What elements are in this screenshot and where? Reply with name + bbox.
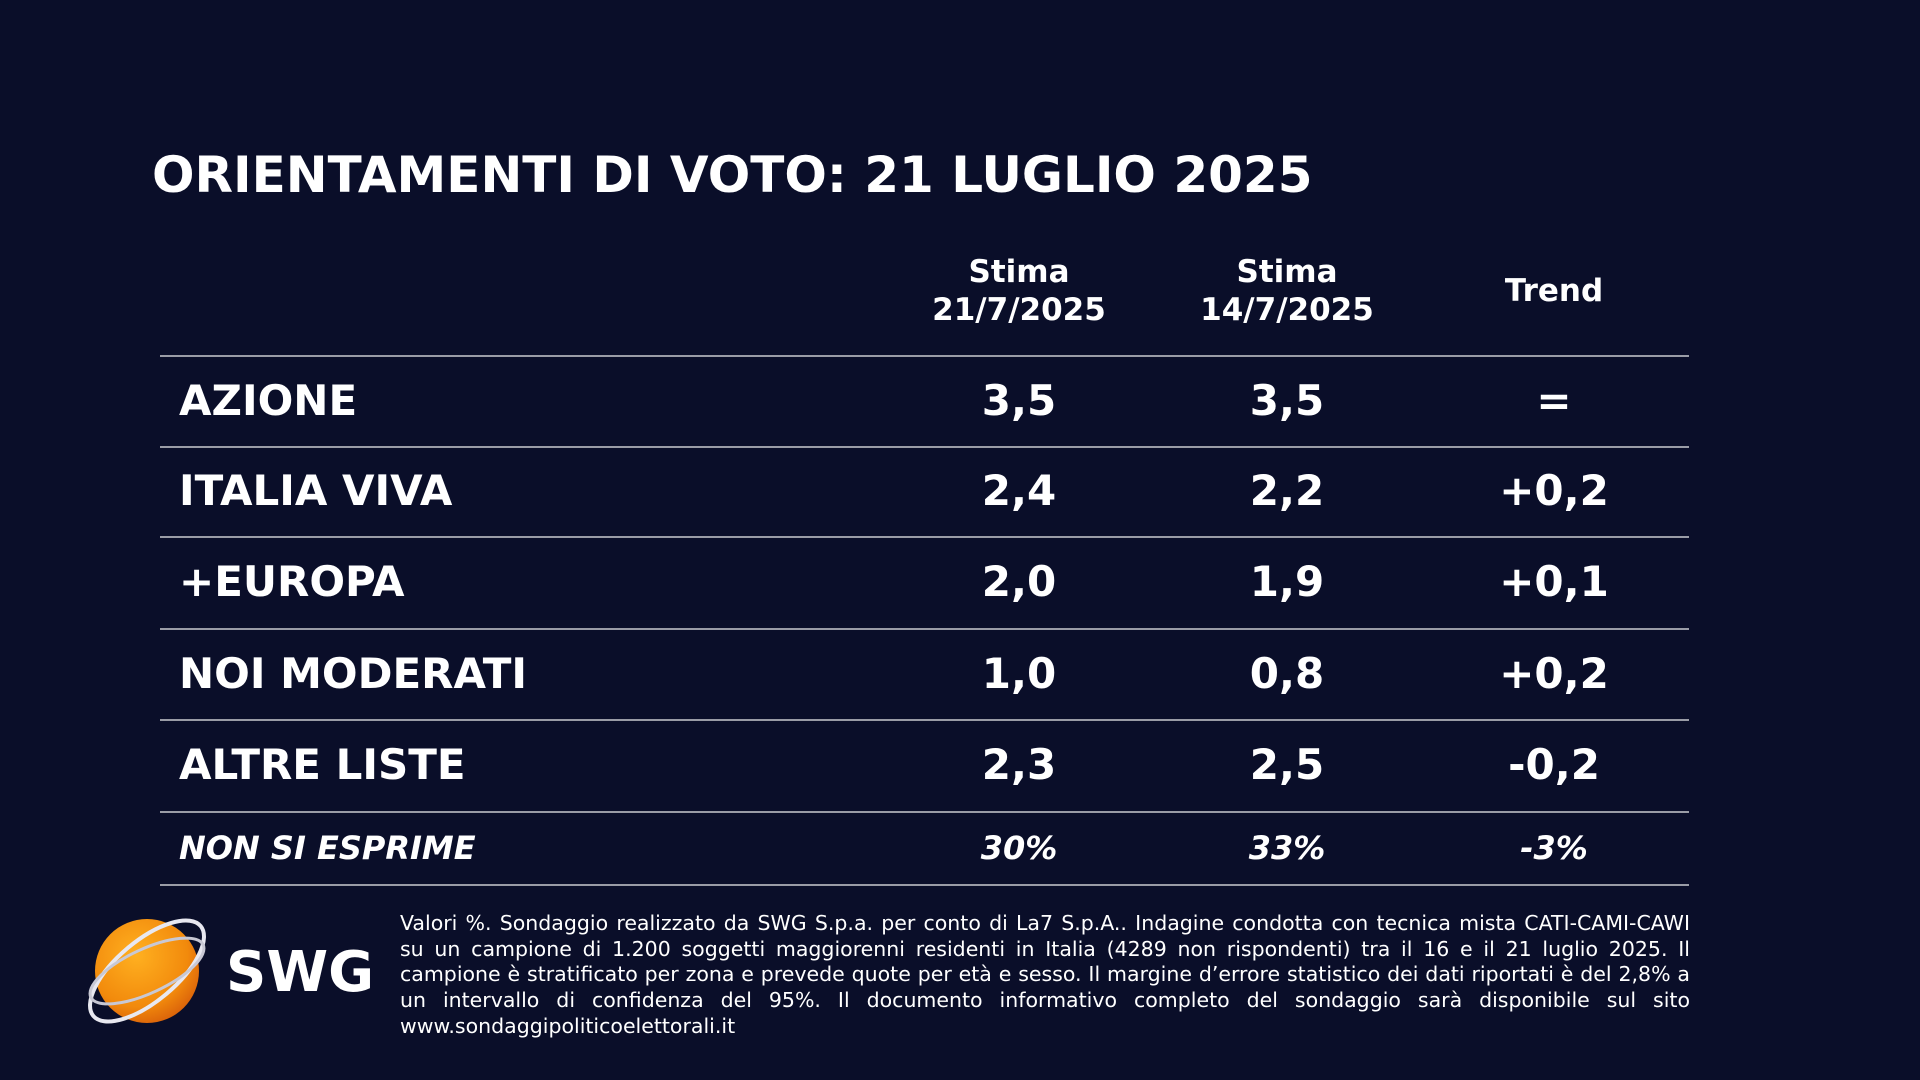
footnote: Valori %. Sondaggio realizzato da SWG S.… (400, 911, 1690, 1038)
row-label: NOI MODERATI (179, 648, 528, 698)
cell: 1,9 (1249, 557, 1325, 606)
cell: 30% (980, 828, 1058, 867)
column-header: Stima (1236, 254, 1338, 290)
cell: -3% (1520, 828, 1588, 867)
row-label: ITALIA VIVA (179, 466, 453, 515)
rule (160, 536, 1689, 538)
rule (160, 719, 1689, 721)
logo-icon (88, 918, 206, 1024)
cell: = (1536, 375, 1572, 425)
cell: 3,5 (981, 375, 1057, 425)
column-header: Stima (968, 254, 1070, 290)
cell: 2,3 (981, 740, 1057, 789)
row-label: +EUROPA (179, 557, 405, 606)
cell: 1,0 (981, 648, 1057, 698)
cell: 0,8 (1249, 648, 1325, 698)
logo-text: SWG (226, 940, 375, 1005)
cell: 2,4 (981, 466, 1057, 515)
column-header: 21/7/2025 (932, 292, 1106, 328)
rule (160, 355, 1689, 357)
cell: 2,0 (981, 557, 1057, 606)
cell: +0,1 (1499, 557, 1609, 606)
rule (160, 446, 1689, 448)
row-label: ALTRE LISTE (179, 740, 466, 789)
cell: 3,5 (1249, 375, 1325, 425)
title: ORIENTAMENTI DI VOTO: 21 LUGLIO 2025 (152, 146, 1313, 204)
row-label: NON SI ESPRIME (179, 828, 476, 867)
rule (160, 811, 1689, 813)
cell: +0,2 (1499, 466, 1609, 515)
column-header: Trend (1504, 273, 1604, 309)
cell: 2,5 (1249, 740, 1325, 789)
cell: 2,2 (1249, 466, 1325, 515)
cell: -0,2 (1508, 740, 1600, 789)
rule (160, 884, 1689, 886)
cell: +0,2 (1499, 648, 1609, 698)
column-header: 14/7/2025 (1200, 292, 1374, 328)
cell: 33% (1248, 828, 1326, 867)
rule (160, 628, 1689, 630)
row-label: AZIONE (179, 375, 358, 425)
